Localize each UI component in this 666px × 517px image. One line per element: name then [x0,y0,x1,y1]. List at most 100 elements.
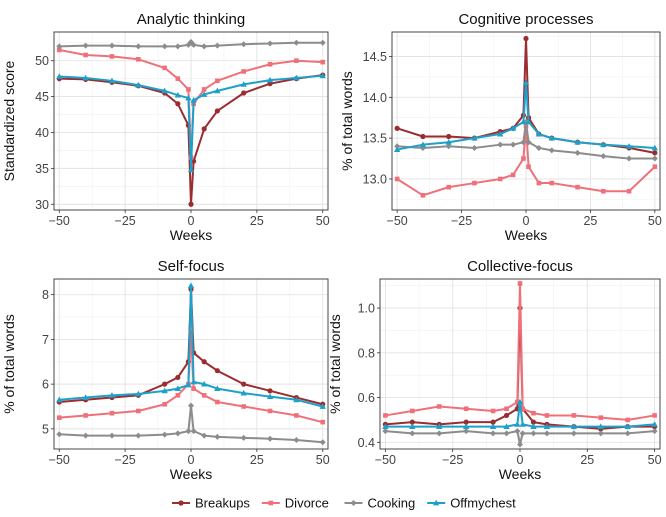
data-point [497,141,504,148]
data-point [82,432,89,439]
data-point [651,144,659,151]
data-point [536,180,542,186]
data-point [267,40,274,47]
data-point [490,419,496,425]
data-point [187,282,195,289]
y-axis-label: % of total words [339,71,355,171]
y-tick-label: 0.8 [358,346,375,360]
data-point [471,134,478,141]
data-point [526,164,531,170]
data-point [214,42,221,49]
y-tick-label: 45 [35,90,49,104]
data-point [625,143,633,149]
data-point [652,164,658,170]
data-point [175,374,181,381]
data-point [293,74,300,81]
data-point [509,125,517,131]
data-point [497,176,503,182]
data-point [201,359,207,365]
data-point [185,94,192,101]
legend-item-cooking: Cooking [344,496,415,511]
data-point [185,428,192,435]
data-point [108,77,116,84]
data-point [504,406,509,412]
data-point [472,180,477,186]
legend-item-offmychest: Offmychest [427,496,516,511]
panel-1: −50 −25 0 25 50 30 35 40 45 50 Analytic thinking We… [1,11,330,243]
data-point [293,39,300,46]
data-point [293,396,300,403]
legend-label: Breakups [195,496,250,511]
legend-label: Divorce [285,496,329,511]
data-point [519,421,526,427]
y-tick-label: 40 [35,126,49,140]
data-point [201,432,208,439]
data-point [548,147,555,154]
data-point [240,389,247,396]
data-point [241,90,247,96]
series-offmychest [56,282,326,409]
data-point [320,59,326,65]
data-point [83,413,88,418]
y-tick-label: 13.0 [363,172,387,186]
data-point [161,431,168,438]
data-point [601,188,606,194]
series-offmychest [56,72,326,173]
y-tick-label: 7 [42,333,49,347]
data-point [108,392,116,398]
data-point [188,330,194,335]
x-tick-label: −50 [375,453,396,467]
series-offmychest [393,79,659,152]
panel-4: −50 −25 0 25 50 0.4 0.6 0.8 1.0 Collective-focus W… [327,258,662,482]
data-point [319,39,326,46]
data-point [215,399,220,405]
data-point [191,386,196,391]
x-axis-label: Weeks [170,466,213,482]
data-point [108,42,115,49]
data-point [652,413,657,418]
data-point [497,130,504,137]
data-point [520,406,525,412]
series-cooking [394,118,658,162]
data-point [320,419,326,425]
data-point [161,87,168,94]
y-tick-label: 5 [42,422,49,436]
data-point [530,419,537,425]
data-point [136,408,141,414]
data-point [516,398,524,405]
legend-key-marker [268,500,274,506]
data-point [82,42,89,49]
data-point [201,87,207,92]
x-tick-label: −25 [115,214,136,228]
data-point [489,423,497,430]
data-point [490,408,496,414]
data-point [626,155,633,162]
x-tick-label: 0 [517,453,524,467]
x-tick-label: −50 [49,214,70,228]
data-point [514,421,521,427]
data-point [188,402,194,409]
y-tick-label: 0.6 [358,391,375,405]
data-point [597,430,604,437]
x-tick-label: 50 [648,453,662,467]
data-point [651,421,658,427]
data-point [162,401,167,407]
data-point [56,73,63,79]
data-point [267,408,273,414]
data-point [436,404,442,409]
x-axis-label: Weeks [170,227,213,243]
data-point [446,133,452,140]
x-tick-label: 0 [523,214,530,228]
data-point [319,403,326,409]
panel-border [53,278,329,450]
data-point [575,184,580,190]
data-point [135,81,142,88]
x-axis-label: Weeks [499,466,542,482]
data-point [267,61,273,67]
data-point [56,47,62,53]
data-point [241,69,246,74]
y-tick-label: 50 [35,54,49,68]
data-point [570,430,577,437]
data-point [240,81,247,87]
